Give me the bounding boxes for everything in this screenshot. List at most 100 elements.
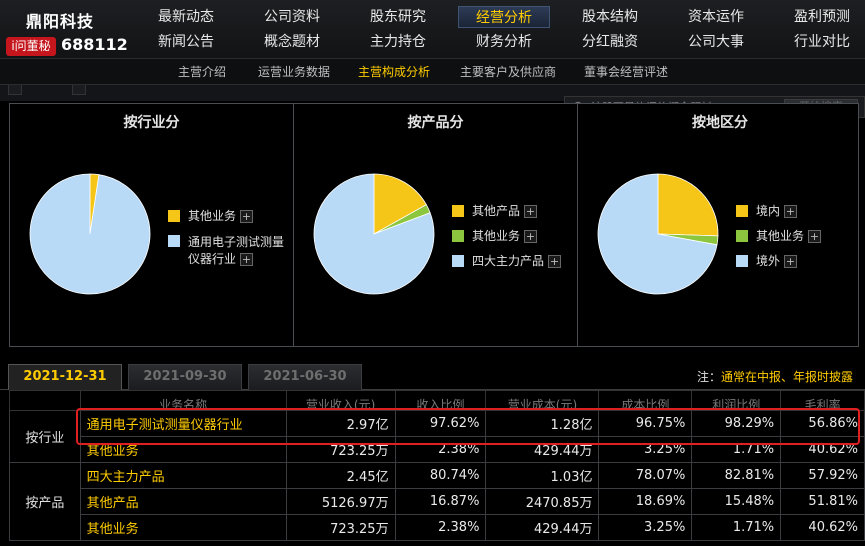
ask-secretary-badge[interactable]: i问董秘 xyxy=(6,37,56,56)
value-cell: 51.81% xyxy=(780,488,865,515)
value-cell: 16.87% xyxy=(394,488,487,515)
pie-slice xyxy=(313,173,435,295)
report-date-tabs: 注：通常在中报、年报时披露 2021-12-31 2021-09-30 2021-0… xyxy=(0,362,865,390)
header-cell[interactable]: 成本比例 xyxy=(598,390,693,411)
value-cell: 723.25万 xyxy=(285,514,396,541)
nav-item[interactable]: 资本运作 xyxy=(688,9,744,25)
subnav-item[interactable]: 运营业务数据 xyxy=(258,65,331,79)
nav-item[interactable]: 盈利预测 xyxy=(794,9,850,25)
header-cell[interactable]: 营业收入(元) xyxy=(285,390,396,411)
chart-title: 按行业分 xyxy=(123,115,180,131)
date-tab[interactable]: 2021-09-30 xyxy=(128,364,242,390)
legend-label: 其他产品 + xyxy=(472,204,538,218)
legend-swatch xyxy=(452,255,464,267)
region-pie xyxy=(597,173,719,295)
subnav-item[interactable]: 董事会经营评述 xyxy=(584,65,669,79)
business-name-cell[interactable]: 通用电子测试测量仪器行业 xyxy=(79,410,287,437)
note-text: 通常在中报、年报时披露 xyxy=(720,370,853,384)
main-nav: 最新动态 公司资料 股东研究 经营分析 股本结构 资本运作 盈利预测新闻公告 概念题材 主力持仓… xyxy=(140,6,865,56)
value-cell: 57.92% xyxy=(780,462,865,489)
header-cell[interactable]: 毛利率 xyxy=(780,390,865,411)
value-cell: 3.25% xyxy=(598,514,693,541)
expand-plus-icon[interactable]: + xyxy=(548,255,562,268)
header-cell[interactable]: 利润比例 xyxy=(691,390,782,411)
nav-item[interactable]: 股本结构 xyxy=(582,9,638,25)
value-cell: 40.62% xyxy=(780,436,865,463)
header-cell[interactable]: 业务名称 xyxy=(79,390,287,411)
table-row: 其他业务 723.25万 2.38% 429.44万 3.25% 1.71% 40.62% xyxy=(10,514,865,541)
value-cell: 1.03亿 xyxy=(485,462,600,489)
legend-label: 其他业务 + xyxy=(756,229,822,243)
subnav-item[interactable]: 主营介绍 xyxy=(178,65,227,79)
business-name-cell[interactable]: 其他业务 xyxy=(79,436,287,463)
legend-text: 其他业务 xyxy=(188,209,237,223)
nav-item[interactable]: 主力持仓 xyxy=(370,34,426,50)
group-label: 按产品 xyxy=(9,462,81,541)
value-cell: 80.74% xyxy=(394,462,487,489)
expand-plus-icon[interactable]: + xyxy=(784,205,798,218)
nav-item[interactable]: 经营分析 xyxy=(458,6,550,28)
nav-item[interactable]: 最新动态 xyxy=(158,9,214,25)
legend-text: 其他业务 xyxy=(756,229,805,243)
legend-swatch xyxy=(452,205,464,217)
date-tab[interactable]: 2021-12-31 xyxy=(8,364,122,390)
legend-text: 其他业务 xyxy=(472,229,521,243)
expand-plus-icon[interactable]: + xyxy=(240,253,254,266)
nav-item[interactable]: 概念题材 xyxy=(264,34,320,50)
business-name-cell[interactable]: 四大主力产品 xyxy=(79,462,287,489)
value-cell: 96.75% xyxy=(598,410,693,437)
legend-swatch xyxy=(452,230,464,242)
chart-title: 按地区分 xyxy=(692,115,748,131)
nav-item[interactable]: 财务分析 xyxy=(476,34,532,50)
value-cell: 1.28亿 xyxy=(485,410,600,437)
legend-label: 通用电子测试测量仪器行业 + xyxy=(188,234,292,268)
legend-label: 其他业务 + xyxy=(472,229,538,243)
strip-tab[interactable] xyxy=(8,85,22,95)
value-cell: 2470.85万 xyxy=(485,488,600,515)
group-label: 按行业 xyxy=(9,410,81,463)
nav-item[interactable]: 行业对比 xyxy=(794,34,850,50)
nav-item[interactable]: 分红融资 xyxy=(582,34,638,50)
subnav-item[interactable]: 主要客户及供应商 xyxy=(460,65,557,79)
value-cell: 2.38% xyxy=(394,436,487,463)
value-cell: 82.81% xyxy=(691,462,782,489)
chart-by-region: 按地区分 境内 + 其他业务 + 境外 + xyxy=(578,104,862,346)
composition-table: 业务名称 营业收入(元) 收入比例 营业成本(元) 成本比例 利润比例 毛利率 按行业 通用电… xyxy=(9,390,865,541)
table-header: 业务名称 营业收入(元) 收入比例 营业成本(元) 成本比例 利润比例 毛利率 xyxy=(9,390,865,411)
nav-item[interactable]: 公司资料 xyxy=(264,9,320,25)
expand-plus-icon[interactable]: + xyxy=(524,230,538,243)
expand-plus-icon[interactable]: + xyxy=(524,205,538,218)
expand-plus-icon[interactable]: + xyxy=(240,210,254,223)
strip-tab[interactable] xyxy=(72,85,86,95)
legend-label: 其他业务 + xyxy=(188,209,254,223)
business-name-cell[interactable]: 其他业务 xyxy=(79,514,287,541)
legend-swatch xyxy=(736,230,748,242)
nav-item[interactable]: 公司大事 xyxy=(688,34,744,50)
header-cell[interactable]: 收入比例 xyxy=(394,390,487,411)
legend-swatch xyxy=(168,210,180,222)
value-cell: 723.25万 xyxy=(285,436,396,463)
value-cell: 1.71% xyxy=(691,436,782,463)
value-cell: 98.29% xyxy=(691,410,782,437)
chart-by-product: 按产品分 其他产品 + 其他业务 + 四大主力产品 + xyxy=(294,104,578,346)
date-tab[interactable]: 2021-06-30 xyxy=(248,364,362,390)
sub-nav: 主营介绍 运营业务数据 主营构成分析 主要客户及供应商 董事会经营评述 xyxy=(0,59,865,85)
top-header: 鼎阳科技 i问董秘 688112 最新动态 公司资料 股东研究 经营分析 股本结构 资本运… xyxy=(0,0,865,59)
legend-label: 四大主力产品 + xyxy=(472,254,562,268)
nav-item[interactable]: 新闻公告 xyxy=(158,34,214,50)
subnav-item[interactable]: 主营构成分析 xyxy=(358,65,431,79)
pie-slice xyxy=(373,173,427,235)
legend-text: 境内 xyxy=(756,204,781,218)
nav-item[interactable]: 股东研究 xyxy=(370,9,426,25)
disclosure-note: 注：通常在中报、年报时披露 xyxy=(697,368,853,385)
value-cell: 2.45亿 xyxy=(285,462,396,489)
expand-plus-icon[interactable]: + xyxy=(808,230,822,243)
company-name: 鼎阳科技 xyxy=(26,12,95,31)
expand-plus-icon[interactable]: + xyxy=(784,255,798,268)
value-cell: 429.44万 xyxy=(485,514,600,541)
business-name-cell[interactable]: 其他产品 xyxy=(79,488,287,515)
legend-label: 境内 + xyxy=(756,204,798,218)
value-cell: 3.25% xyxy=(598,436,693,463)
header-cell[interactable]: 营业成本(元) xyxy=(485,390,600,411)
pie-slice xyxy=(29,173,151,295)
